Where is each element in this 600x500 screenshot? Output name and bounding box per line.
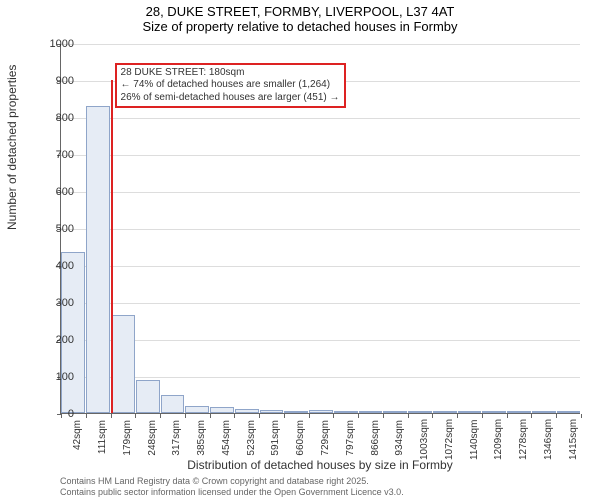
histogram-bar bbox=[210, 407, 234, 413]
x-tick-label: 1072sqm bbox=[444, 420, 455, 460]
histogram-bar bbox=[235, 409, 259, 413]
footnote-line-2: Contains public sector information licen… bbox=[60, 487, 404, 498]
histogram-bar bbox=[86, 106, 110, 413]
x-tick-mark bbox=[61, 414, 62, 418]
y-tick-label: 800 bbox=[56, 112, 74, 124]
histogram-bar bbox=[433, 411, 457, 413]
y-tick-label: 100 bbox=[56, 371, 74, 383]
y-tick-label: 400 bbox=[56, 260, 74, 272]
x-tick-label: 317sqm bbox=[171, 420, 182, 460]
callout-line-3: 26% of semi-detached houses are larger (… bbox=[121, 92, 340, 105]
grid-line bbox=[61, 118, 580, 119]
x-tick-mark bbox=[86, 414, 87, 418]
y-tick-label: 700 bbox=[56, 149, 74, 161]
x-tick-label: 1278sqm bbox=[518, 420, 529, 460]
x-tick-label: 42sqm bbox=[72, 420, 83, 460]
x-tick-label: 1003sqm bbox=[419, 420, 430, 460]
x-tick-mark bbox=[507, 414, 508, 418]
x-tick-label: 660sqm bbox=[295, 420, 306, 460]
chart-area: 28 DUKE STREET: 180sqm← 74% of detached … bbox=[60, 44, 580, 414]
histogram-bar bbox=[458, 411, 482, 413]
histogram-bar bbox=[185, 406, 209, 413]
x-tick-mark bbox=[383, 414, 384, 418]
histogram-bar bbox=[61, 252, 85, 413]
grid-line bbox=[61, 155, 580, 156]
histogram-bar bbox=[111, 315, 135, 413]
x-tick-label: 111sqm bbox=[97, 420, 108, 460]
y-tick-label: 200 bbox=[56, 334, 74, 346]
x-tick-mark bbox=[482, 414, 483, 418]
x-tick-label: 1140sqm bbox=[469, 420, 480, 460]
x-tick-label: 454sqm bbox=[221, 420, 232, 460]
y-tick-label: 0 bbox=[68, 408, 74, 420]
x-tick-mark bbox=[259, 414, 260, 418]
x-tick-mark bbox=[457, 414, 458, 418]
footnote-line-1: Contains HM Land Registry data © Crown c… bbox=[60, 476, 404, 487]
y-tick-label: 1000 bbox=[50, 38, 74, 50]
x-tick-mark bbox=[408, 414, 409, 418]
x-tick-mark bbox=[135, 414, 136, 418]
x-tick-label: 385sqm bbox=[196, 420, 207, 460]
grid-line bbox=[61, 229, 580, 230]
x-tick-mark bbox=[111, 414, 112, 418]
y-tick-label: 500 bbox=[56, 223, 74, 235]
x-tick-mark bbox=[309, 414, 310, 418]
plot-region: 28 DUKE STREET: 180sqm← 74% of detached … bbox=[60, 44, 580, 414]
x-tick-label: 866sqm bbox=[370, 420, 381, 460]
x-tick-mark bbox=[358, 414, 359, 418]
x-tick-mark bbox=[333, 414, 334, 418]
histogram-bar bbox=[507, 411, 531, 413]
histogram-bar bbox=[557, 411, 581, 413]
x-tick-label: 179sqm bbox=[122, 420, 133, 460]
grid-line bbox=[61, 303, 580, 304]
y-tick-label: 600 bbox=[56, 186, 74, 198]
histogram-bar bbox=[408, 411, 432, 413]
histogram-bar bbox=[136, 380, 160, 413]
x-tick-mark bbox=[556, 414, 557, 418]
x-tick-label: 729sqm bbox=[320, 420, 331, 460]
x-tick-label: 248sqm bbox=[147, 420, 158, 460]
x-tick-label: 797sqm bbox=[345, 420, 356, 460]
x-tick-mark bbox=[531, 414, 532, 418]
x-tick-label: 523sqm bbox=[246, 420, 257, 460]
y-axis-label: Number of detached properties bbox=[5, 65, 19, 230]
histogram-bar bbox=[532, 411, 556, 413]
x-tick-label: 1346sqm bbox=[543, 420, 554, 460]
histogram-bar bbox=[260, 410, 284, 413]
grid-line bbox=[61, 377, 580, 378]
grid-line bbox=[61, 266, 580, 267]
histogram-bar bbox=[482, 411, 506, 413]
footnote: Contains HM Land Registry data © Crown c… bbox=[60, 476, 404, 498]
x-tick-label: 591sqm bbox=[270, 420, 281, 460]
x-tick-mark bbox=[210, 414, 211, 418]
chart-title-block: 28, DUKE STREET, FORMBY, LIVERPOOL, L37 … bbox=[0, 0, 600, 34]
title-line-2: Size of property relative to detached ho… bbox=[0, 19, 600, 34]
histogram-bar bbox=[284, 411, 308, 413]
histogram-bar bbox=[161, 395, 185, 413]
callout-line-2: ← 74% of detached houses are smaller (1,… bbox=[121, 79, 340, 92]
x-tick-label: 934sqm bbox=[394, 420, 405, 460]
title-line-1: 28, DUKE STREET, FORMBY, LIVERPOOL, L37 … bbox=[0, 4, 600, 19]
x-tick-mark bbox=[284, 414, 285, 418]
grid-line bbox=[61, 192, 580, 193]
histogram-bar bbox=[309, 410, 333, 413]
property-callout: 28 DUKE STREET: 180sqm← 74% of detached … bbox=[115, 63, 346, 109]
x-tick-mark bbox=[234, 414, 235, 418]
x-tick-mark bbox=[432, 414, 433, 418]
grid-line bbox=[61, 340, 580, 341]
x-tick-mark bbox=[185, 414, 186, 418]
x-tick-mark bbox=[160, 414, 161, 418]
x-axis-label: Distribution of detached houses by size … bbox=[60, 458, 580, 472]
x-tick-label: 1415sqm bbox=[568, 420, 579, 460]
y-tick-label: 300 bbox=[56, 297, 74, 309]
histogram-bar bbox=[359, 411, 383, 413]
grid-line bbox=[61, 44, 580, 45]
property-marker-line bbox=[111, 80, 113, 413]
histogram-bar bbox=[383, 411, 407, 413]
histogram-bar bbox=[334, 411, 358, 413]
x-tick-label: 1209sqm bbox=[493, 420, 504, 460]
y-tick-label: 900 bbox=[56, 75, 74, 87]
callout-line-1: 28 DUKE STREET: 180sqm bbox=[121, 67, 340, 80]
x-tick-mark bbox=[581, 414, 582, 418]
